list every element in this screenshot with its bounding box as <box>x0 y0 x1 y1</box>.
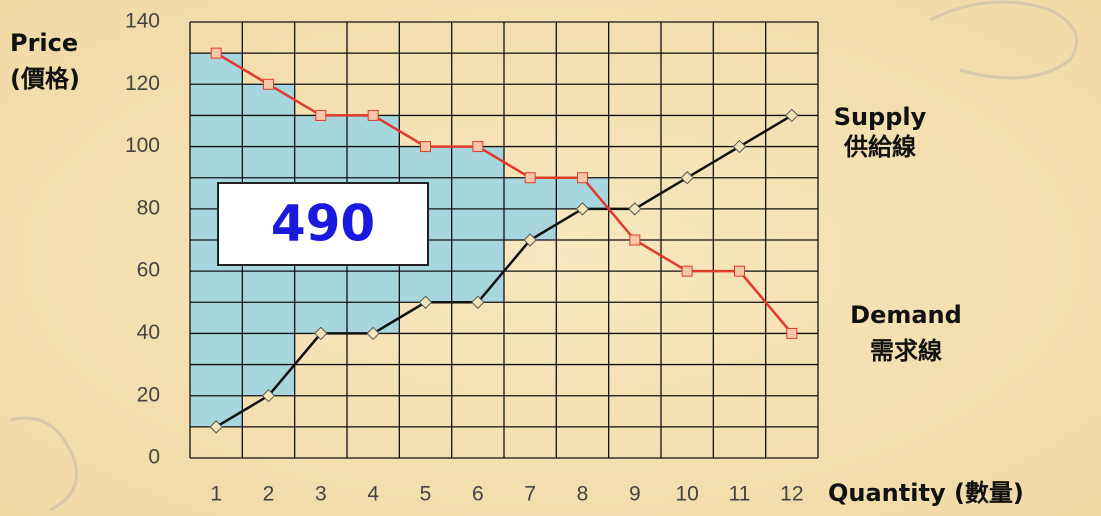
point-marker <box>472 141 484 153</box>
y-tick-label: 80 <box>137 196 160 219</box>
y-tick-label: 0 <box>148 446 160 469</box>
decoration <box>9 416 79 512</box>
point-marker <box>628 202 642 216</box>
y-tick-label: 60 <box>137 259 160 282</box>
point-marker <box>261 389 276 403</box>
point-marker <box>263 78 274 90</box>
surplus-column <box>451 146 504 303</box>
y-tick-label: 40 <box>137 321 160 344</box>
y-tick-label: 100 <box>125 134 160 157</box>
annotation-value: 490 <box>271 195 375 253</box>
point-marker <box>575 202 590 216</box>
decoration <box>929 0 1079 80</box>
point-marker <box>732 139 747 154</box>
x-axis-label: Quantity (數量) <box>828 479 1024 507</box>
annotation-box <box>217 182 429 266</box>
point-marker <box>418 295 433 309</box>
y-tick-label: 20 <box>137 383 160 406</box>
point-marker <box>471 295 485 309</box>
point-marker <box>786 327 798 339</box>
x-tick-label: 12 <box>780 483 803 506</box>
x-tick-label: 11 <box>729 483 751 506</box>
series-line <box>215 114 793 428</box>
point-marker <box>785 108 799 123</box>
x-tick-label: 8 <box>577 483 589 506</box>
y-axis-label: Price (價格) <box>10 29 80 93</box>
point-marker <box>315 109 327 121</box>
point-marker <box>366 326 380 341</box>
point-marker <box>210 47 222 59</box>
point-marker <box>524 172 536 184</box>
point-marker <box>420 141 431 153</box>
point-marker <box>209 420 223 434</box>
x-tick-label: 7 <box>524 483 536 506</box>
point-marker <box>314 326 328 341</box>
y-tick-label: 120 <box>125 72 160 95</box>
x-tick-label: 4 <box>367 483 379 506</box>
series-line <box>215 52 793 335</box>
x-tick-label: 10 <box>675 483 698 506</box>
legend-label: Supply 供給線 <box>834 103 927 161</box>
point-marker <box>680 171 694 185</box>
x-tick-label: 2 <box>263 483 275 506</box>
point-marker <box>629 234 641 246</box>
point-marker <box>367 109 379 121</box>
x-tick-label: 5 <box>420 483 432 506</box>
x-tick-label: 9 <box>629 483 641 506</box>
point-marker <box>523 233 537 247</box>
point-marker <box>681 265 693 277</box>
point-marker <box>577 172 588 184</box>
x-tick-label: 3 <box>315 483 327 506</box>
x-tick-label: 1 <box>210 483 222 506</box>
point-marker <box>734 265 745 277</box>
x-tick-label: 6 <box>472 483 484 506</box>
legend-label: Demand 需求線 <box>850 301 962 365</box>
y-tick-label: 140 <box>125 10 160 33</box>
